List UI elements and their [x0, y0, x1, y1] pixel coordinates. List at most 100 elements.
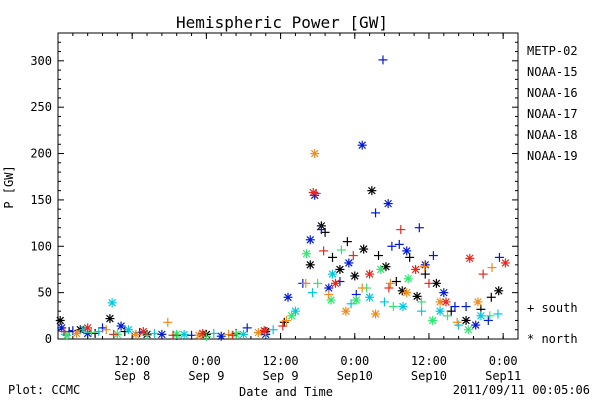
south-plus-point: [450, 302, 460, 312]
south-plus-point: [328, 252, 338, 262]
south-plus-point: [443, 311, 453, 321]
legend-entry: METP-02: [527, 44, 578, 58]
legend-entry: NOAA-17: [527, 107, 578, 121]
x-tick-time-label: 12:00: [263, 354, 299, 368]
legend: METP-02 NOAA-15 NOAA-16 NOAA-17 NOAA-18 NOAA-…: [527, 44, 578, 163]
south-plus-point: [394, 239, 404, 249]
south-plus-point: [371, 208, 381, 218]
south-plus-point: [279, 317, 289, 327]
south-plus-point: [242, 323, 252, 333]
north-star-point: [287, 311, 297, 321]
x-tick-date-label: Sep 9: [188, 369, 224, 383]
north-star-point: [326, 295, 336, 305]
south-plus-point: [301, 278, 311, 288]
south-plus-point: [149, 328, 159, 338]
north-star-point: [328, 269, 338, 279]
y-tick-label: 100: [30, 239, 52, 253]
north-star-point: [138, 327, 148, 337]
south-plus-point: [461, 302, 471, 312]
plot-frame: [57, 32, 519, 340]
south-plus-point: [487, 263, 497, 273]
north-star-point: [107, 298, 117, 308]
south-plus-point: [424, 278, 434, 288]
south-plus-point: [342, 237, 352, 247]
x-tick-date-label: Sep 8: [114, 369, 150, 383]
south-plus-point: [59, 327, 69, 337]
north-star-point: [463, 325, 473, 335]
north-star-point: [72, 328, 82, 338]
south-plus-point: [94, 327, 104, 337]
north-star-point: [402, 288, 412, 298]
south-plus-point: [486, 292, 496, 302]
north-star-point: [428, 315, 438, 325]
south-plus-point: [428, 251, 438, 261]
x-axis-label: Date and Time: [239, 385, 333, 399]
south-plus-point: [307, 288, 317, 298]
north-star-point: [123, 325, 133, 335]
south-plus-point: [493, 309, 503, 319]
north-star-point: [305, 235, 315, 245]
north-star-point: [403, 274, 413, 284]
north-star-point: [420, 260, 430, 270]
north-star-point: [330, 278, 340, 288]
south-plus-point: [168, 330, 178, 340]
north-star-point: [172, 329, 182, 339]
north-star-point: [441, 297, 451, 307]
south-plus-point: [357, 283, 367, 293]
north-star-point: [494, 286, 504, 296]
north-star-point: [350, 271, 360, 281]
north-star-point: [435, 306, 445, 316]
north-star-point: [105, 314, 115, 324]
y-axis: 0 50 100 150 200 250 300: [30, 41, 518, 346]
north-star-point: [216, 331, 226, 341]
north-star-point: [179, 329, 189, 339]
south-plus-point: [311, 188, 321, 198]
north-star-point: [365, 269, 375, 279]
north-star-point: [351, 295, 361, 305]
south-plus-point: [163, 317, 173, 327]
south-plus-point: [268, 325, 278, 335]
north-star-point: [55, 315, 65, 325]
x-tick-date-label: Sep10: [337, 369, 373, 383]
data-points: [55, 55, 510, 341]
x-tick-date-label: Sep10: [411, 369, 447, 383]
south-plus-point: [378, 55, 388, 65]
north-star-point: [344, 258, 354, 268]
south-plus-point: [396, 225, 406, 235]
north-star-point: [198, 328, 208, 338]
legend-south-key: + south: [527, 301, 578, 315]
legend-north-key: * north: [527, 332, 578, 346]
south-plus-point: [227, 330, 237, 340]
south-plus-point: [319, 246, 329, 256]
x-tick-date-label: Sep 9: [263, 369, 299, 383]
south-plus-point: [385, 278, 395, 288]
south-plus-point: [494, 252, 504, 262]
south-plus-point: [209, 328, 219, 338]
y-axis-label: P [GW]: [2, 165, 16, 208]
north-star-point: [357, 140, 367, 150]
plot-border: [57, 32, 519, 340]
south-plus-point: [417, 306, 427, 316]
south-plus-point: [387, 241, 397, 251]
south-plus-point: [391, 277, 401, 287]
timestamp: 2011/09/11 00:05:06: [452, 383, 590, 397]
chart-title: Hemispheric Power [GW]: [176, 13, 388, 32]
south-plus-point: [313, 278, 323, 288]
legend-entry: NOAA-18: [527, 128, 578, 142]
north-star-point: [157, 329, 167, 339]
north-star-point: [283, 292, 293, 302]
y-tick-label: 300: [30, 54, 52, 68]
north-star-point: [367, 186, 377, 196]
south-plus-point: [379, 297, 389, 307]
y-tick-label: 0: [45, 332, 52, 346]
north-star-point: [116, 321, 126, 331]
legend-entry: NOAA-16: [527, 86, 578, 100]
north-star-point: [471, 320, 481, 330]
south-plus-point: [414, 223, 424, 233]
north-star-point: [253, 328, 263, 338]
south-plus-point: [101, 325, 111, 335]
y-tick-label: 200: [30, 147, 52, 161]
south-plus-point: [86, 328, 96, 338]
